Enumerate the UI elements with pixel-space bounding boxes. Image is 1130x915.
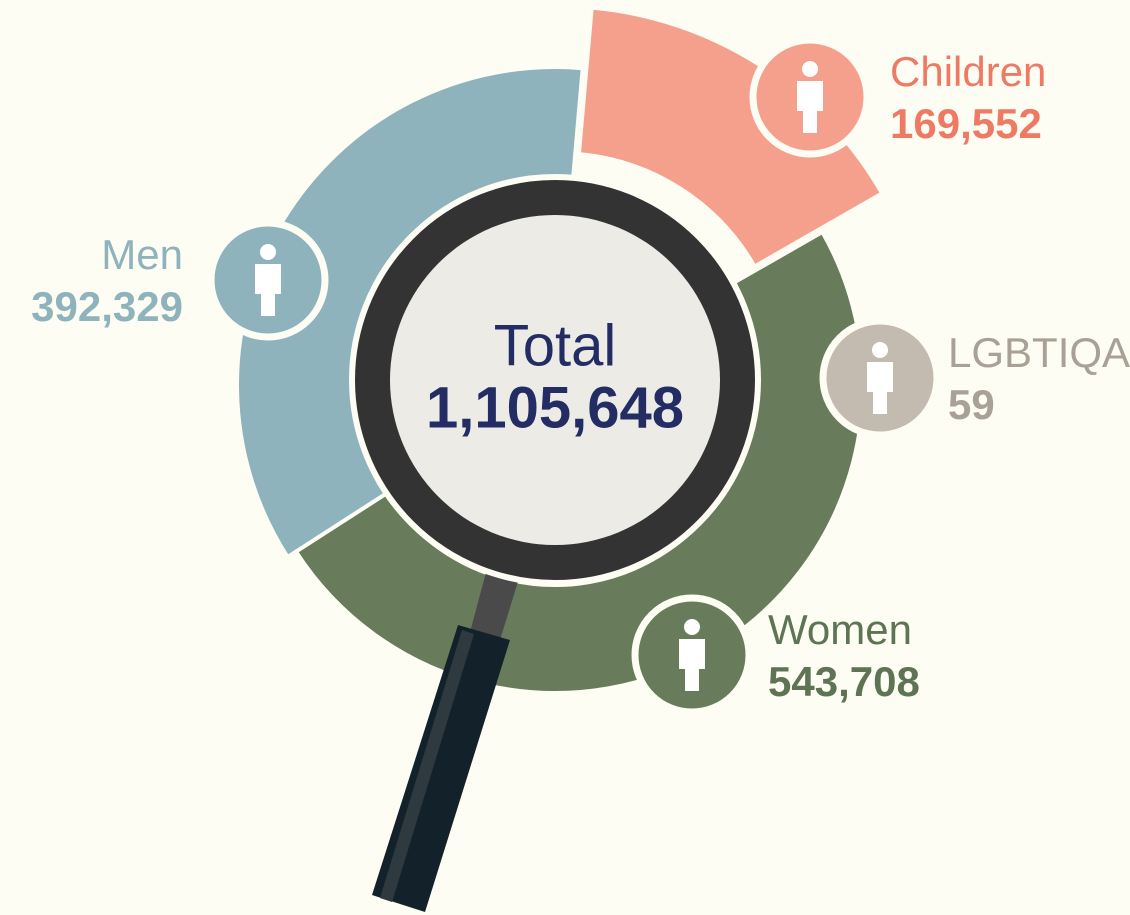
legend-name: LGBTIQA bbox=[948, 329, 1130, 376]
icon-head bbox=[802, 61, 818, 77]
value-label: 59 bbox=[948, 381, 995, 428]
value-label: 169,552 bbox=[890, 100, 1042, 147]
legend-name: Men bbox=[101, 231, 183, 278]
legend-name: Children bbox=[890, 48, 1046, 95]
value-label: 392,329 bbox=[31, 283, 183, 330]
icon-head bbox=[872, 342, 888, 358]
icon-head bbox=[684, 619, 700, 635]
value-label: 543,708 bbox=[768, 658, 920, 705]
center-total: 1,105,648 bbox=[426, 375, 684, 440]
center-title: Total bbox=[494, 313, 617, 378]
infographic: Children 169,552 LGBTIQA 59 Women 543,708 Men 3… bbox=[0, 0, 1130, 915]
icon-head bbox=[260, 244, 276, 260]
legend-name: Women bbox=[768, 606, 912, 653]
